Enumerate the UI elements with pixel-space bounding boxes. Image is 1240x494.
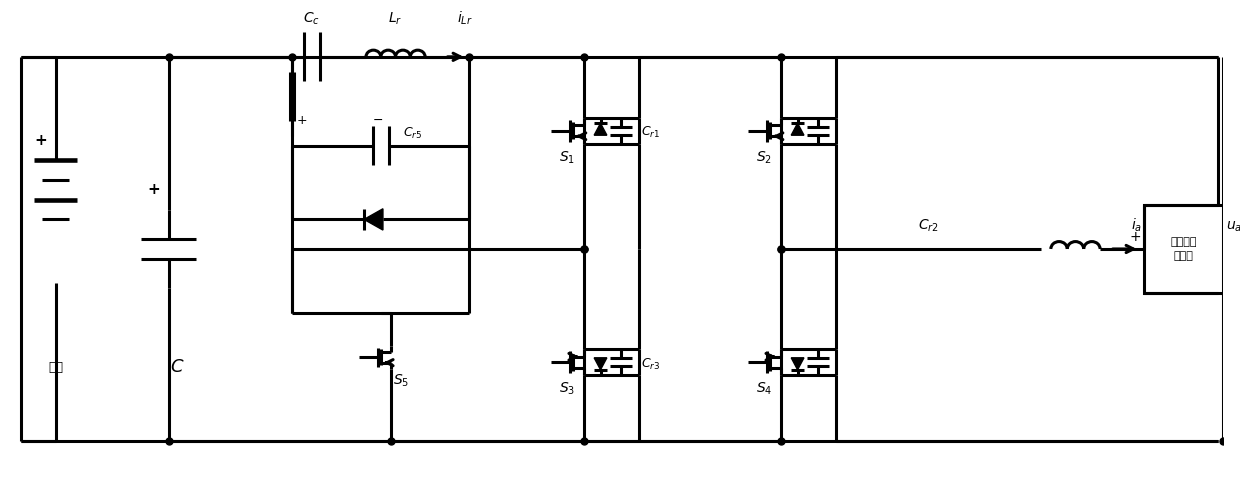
Text: $C_{r5}$: $C_{r5}$	[403, 125, 423, 141]
Polygon shape	[791, 358, 804, 370]
Text: $S_2$: $S_2$	[756, 150, 773, 166]
Text: $C_c$: $C_c$	[304, 11, 320, 27]
Text: $C_{r1}$: $C_{r1}$	[641, 125, 660, 140]
Polygon shape	[791, 123, 804, 135]
Text: +: +	[148, 182, 160, 197]
Text: $L_r$: $L_r$	[388, 11, 403, 27]
Text: $S_3$: $S_3$	[559, 381, 575, 397]
Text: +: +	[296, 115, 308, 127]
Text: 电池: 电池	[48, 361, 63, 374]
Text: 交流电网
或负载: 交流电网 或负载	[1171, 237, 1197, 261]
Text: $C_{r2}$: $C_{r2}$	[918, 218, 939, 234]
Text: $i_a$: $i_a$	[1131, 217, 1142, 234]
Text: $u_a$: $u_a$	[1226, 220, 1240, 234]
Text: −: −	[372, 115, 383, 127]
Polygon shape	[365, 209, 383, 230]
Text: $C$: $C$	[170, 358, 184, 376]
Text: +: +	[1130, 230, 1142, 244]
Text: $S_4$: $S_4$	[756, 381, 773, 397]
Polygon shape	[594, 123, 606, 135]
Text: $i_{Lr}$: $i_{Lr}$	[456, 10, 472, 27]
Bar	[1145, 205, 1224, 293]
Text: $C_{r3}$: $C_{r3}$	[641, 357, 660, 372]
Text: $S_1$: $S_1$	[559, 150, 575, 166]
Text: $S_5$: $S_5$	[393, 372, 409, 389]
Text: +: +	[35, 133, 47, 148]
Polygon shape	[594, 358, 606, 370]
